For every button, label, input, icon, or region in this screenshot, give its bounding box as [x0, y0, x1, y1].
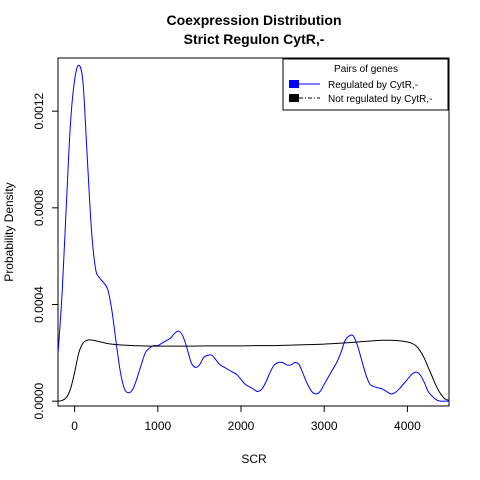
legend-swatch-regulated [289, 80, 299, 88]
y-tick-label: 0.0012 [32, 92, 46, 129]
legend-swatch-not-regulated [289, 94, 299, 102]
y-axis-label: Probability Density [2, 182, 16, 281]
chart-subtitle: Strict Regulon CytR,- [184, 31, 325, 47]
y-tick-label: 0.0004 [32, 286, 46, 323]
plot-frame [57, 57, 450, 407]
y-tick-label: 0.0000 [32, 382, 46, 419]
x-tick-label: 0 [71, 419, 78, 433]
series-line-not-regulated [57, 339, 450, 402]
x-tick-label: 2000 [228, 419, 255, 433]
legend-label-not-regulated: Not regulated by CytR,- [328, 94, 433, 105]
legend-label-regulated: Regulated by CytR,- [328, 80, 418, 91]
series-line-regulated [57, 64, 449, 402]
series-lines [57, 64, 450, 402]
x-axis-label: SCR [241, 452, 267, 466]
x-axis: 0 1000 2000 3000 4000 [71, 406, 421, 433]
x-tick-label: 4000 [394, 419, 421, 433]
x-tick-label: 1000 [144, 419, 171, 433]
y-tick-label: 0.0008 [32, 189, 46, 226]
legend-title: Pairs of genes [334, 64, 398, 75]
y-axis: 0.0000 0.0004 0.0008 0.0012 [32, 92, 58, 420]
legend: Pairs of genes Regulated by CytR,- Not r… [282, 58, 449, 111]
chart-title: Coexpression Distribution [166, 12, 341, 28]
x-tick-label: 3000 [311, 419, 338, 433]
